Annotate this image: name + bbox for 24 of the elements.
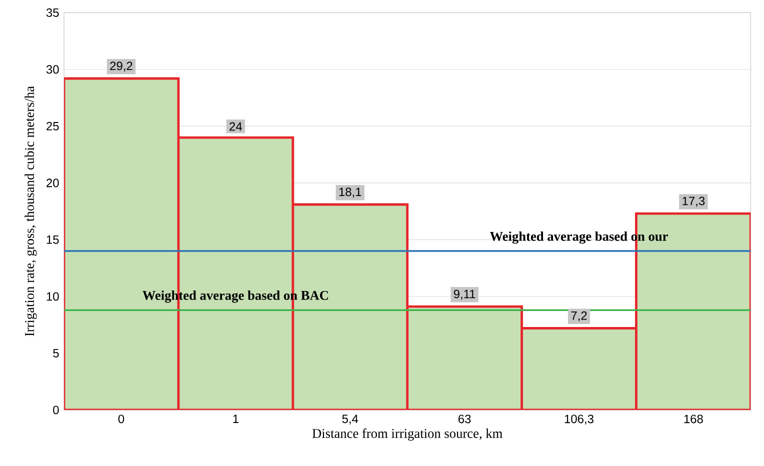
y-tick-label: 20 <box>46 178 59 188</box>
bar <box>522 328 636 410</box>
y-tick-label: 15 <box>46 236 59 244</box>
y-tick-label: 25 <box>46 122 59 130</box>
bar <box>407 306 522 410</box>
data-label: 29,2 <box>110 62 132 72</box>
data-label: 18,1 <box>339 188 362 198</box>
x-tick-label: 63 <box>458 414 471 424</box>
data-label: 24 <box>230 122 242 131</box>
y-tick-label: 5 <box>53 349 59 358</box>
y-tick-label: 30 <box>46 65 59 74</box>
y-tick-label: 0 <box>53 406 59 414</box>
x-axis-title: Distance from irrigation source, km <box>312 428 502 441</box>
x-tick-label: 168 <box>684 414 703 424</box>
x-tick-label: 5,4 <box>342 414 358 424</box>
y-tick-label: 10 <box>46 292 59 301</box>
x-tick-label: 1 <box>233 414 238 423</box>
x-tick-label: 0 <box>118 414 124 424</box>
y-tick-label: 35 <box>46 8 59 17</box>
data-label: 9,11 <box>454 290 476 300</box>
x-tick-label: 106,3 <box>564 414 594 425</box>
data-label: 7,2 <box>571 311 587 322</box>
data-label: 17,3 <box>682 196 705 207</box>
y-axis-title: Irrigation rate, gross, thousand cubic meters/ha <box>24 86 37 336</box>
